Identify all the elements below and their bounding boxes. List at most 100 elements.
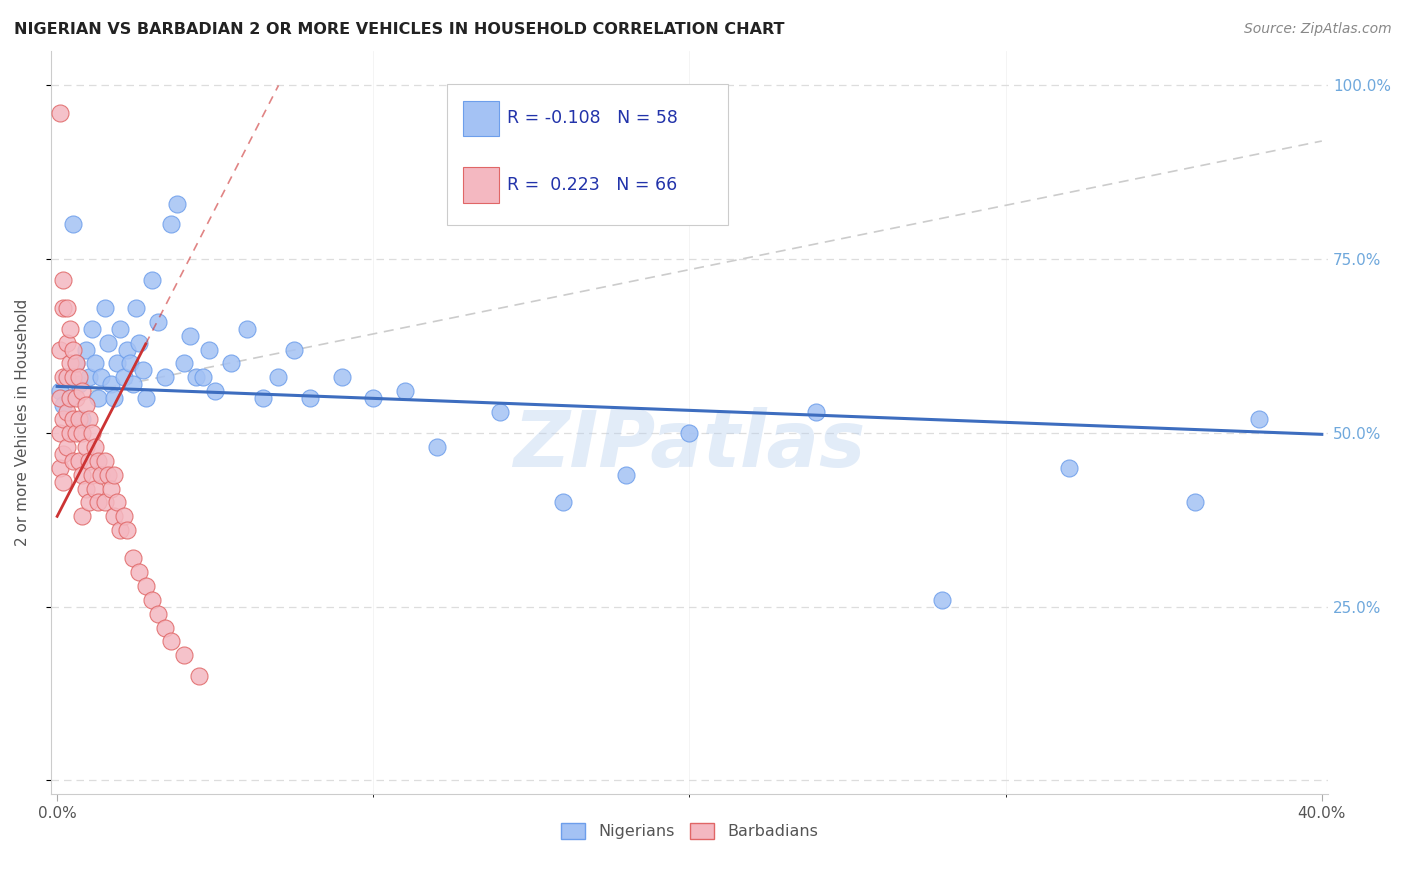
Point	[105, 495, 128, 509]
Point	[1184, 495, 1206, 509]
Point	[72, 425, 94, 440]
Point	[49, 106, 72, 120]
Point	[93, 301, 115, 315]
Point	[110, 523, 132, 537]
Point	[128, 335, 150, 350]
Point	[1057, 460, 1080, 475]
Point	[49, 460, 72, 475]
Text: Source: ZipAtlas.com: Source: ZipAtlas.com	[1244, 22, 1392, 37]
Point	[97, 335, 120, 350]
Point	[188, 669, 211, 683]
Point	[122, 377, 145, 392]
Point	[84, 482, 107, 496]
Point	[166, 196, 188, 211]
Point	[77, 370, 100, 384]
Point	[153, 370, 176, 384]
Point	[75, 343, 97, 357]
Point	[62, 454, 84, 468]
Point	[77, 495, 100, 509]
Legend: Nigerians, Barbadians: Nigerians, Barbadians	[555, 816, 824, 846]
Point	[59, 391, 82, 405]
Text: ZIPatlas: ZIPatlas	[513, 407, 866, 483]
Point	[160, 218, 183, 232]
Point	[614, 467, 637, 482]
Point	[1247, 412, 1270, 426]
Point	[49, 343, 72, 357]
Point	[52, 412, 75, 426]
Point	[363, 391, 385, 405]
Point	[55, 405, 77, 419]
Point	[75, 440, 97, 454]
Point	[67, 412, 90, 426]
Point	[72, 384, 94, 399]
Point	[55, 335, 77, 350]
Point	[330, 370, 353, 384]
Point	[173, 356, 195, 370]
Point	[551, 495, 574, 509]
Text: R =  0.223   N = 66: R = 0.223 N = 66	[506, 176, 678, 194]
Point	[59, 391, 82, 405]
Point	[84, 440, 107, 454]
Point	[67, 377, 90, 392]
Point	[80, 425, 103, 440]
Point	[52, 398, 75, 412]
Point	[115, 343, 138, 357]
Point	[100, 482, 122, 496]
Point	[931, 592, 953, 607]
Point	[267, 370, 290, 384]
Point	[72, 509, 94, 524]
Point	[49, 425, 72, 440]
Point	[148, 607, 170, 621]
Point	[299, 391, 322, 405]
Point	[55, 370, 77, 384]
Point	[55, 440, 77, 454]
Point	[80, 321, 103, 335]
Point	[93, 495, 115, 509]
Y-axis label: 2 or more Vehicles in Household: 2 or more Vehicles in Household	[15, 299, 30, 546]
Point	[103, 391, 125, 405]
Point	[90, 467, 112, 482]
Text: NIGERIAN VS BARBADIAN 2 OR MORE VEHICLES IN HOUSEHOLD CORRELATION CHART: NIGERIAN VS BARBADIAN 2 OR MORE VEHICLES…	[14, 22, 785, 37]
Point	[55, 370, 77, 384]
Point	[122, 551, 145, 566]
Point	[65, 425, 87, 440]
Point	[153, 621, 176, 635]
Point	[110, 321, 132, 335]
FancyBboxPatch shape	[464, 168, 499, 203]
Point	[148, 315, 170, 329]
Point	[90, 370, 112, 384]
Point	[84, 356, 107, 370]
Point	[97, 467, 120, 482]
Point	[115, 523, 138, 537]
Point	[141, 273, 163, 287]
Point	[179, 328, 201, 343]
Point	[112, 370, 135, 384]
FancyBboxPatch shape	[447, 84, 728, 226]
Point	[62, 218, 84, 232]
Point	[135, 391, 157, 405]
Point	[394, 384, 416, 399]
Point	[87, 495, 110, 509]
Point	[87, 391, 110, 405]
Point	[77, 412, 100, 426]
Point	[75, 398, 97, 412]
Point	[62, 370, 84, 384]
Point	[52, 301, 75, 315]
Point	[191, 370, 214, 384]
Point	[236, 321, 259, 335]
Point	[204, 384, 226, 399]
Point	[67, 454, 90, 468]
Point	[77, 454, 100, 468]
Point	[804, 405, 827, 419]
Point	[135, 579, 157, 593]
Point	[173, 648, 195, 663]
Point	[118, 356, 141, 370]
Point	[678, 425, 700, 440]
Point	[125, 301, 148, 315]
Point	[198, 343, 221, 357]
Point	[128, 565, 150, 579]
Point	[52, 370, 75, 384]
Point	[72, 412, 94, 426]
Point	[72, 467, 94, 482]
Point	[62, 343, 84, 357]
